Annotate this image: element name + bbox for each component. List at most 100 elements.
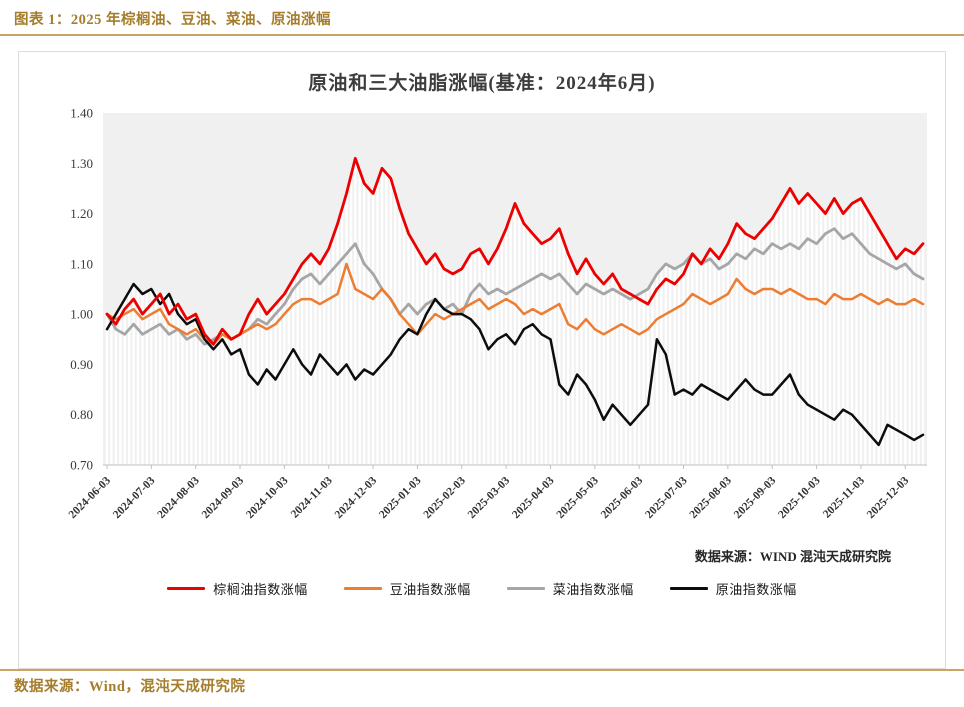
grid-stripe	[336, 223, 339, 465]
x-tick-label: 2024-12-03	[333, 474, 380, 521]
grid-stripe	[850, 203, 854, 465]
grid-stripe	[283, 294, 286, 465]
grid-stripe	[340, 208, 344, 465]
grid-stripe	[132, 284, 135, 465]
legend-swatch-icon	[167, 587, 206, 590]
grid-stripe	[123, 299, 126, 465]
grid-stripe	[917, 248, 920, 465]
grid-stripe	[181, 311, 184, 465]
legend-swatch-icon	[506, 587, 545, 590]
header-divider-line	[0, 34, 964, 36]
grid-stripe	[602, 284, 605, 465]
x-tick-label: 2025-01-03	[377, 474, 424, 521]
grid-stripe	[305, 258, 308, 465]
grid-stripe	[549, 238, 552, 465]
grid-stripe	[482, 256, 486, 465]
y-tick-label: 1.30	[70, 156, 93, 171]
legend-label: 棕榈油指数涨幅	[213, 582, 308, 597]
grid-stripe	[141, 294, 144, 465]
x-tick-label: 2025-09-03	[732, 474, 779, 521]
grid-stripe	[757, 233, 761, 465]
grid-stripe	[700, 263, 703, 465]
grid-stripe	[726, 243, 730, 465]
grid-stripe	[837, 206, 840, 465]
x-tick-label: 2025-12-03	[865, 474, 912, 521]
grid-stripe	[806, 193, 809, 465]
grid-stripe	[868, 213, 871, 465]
chart-legend: 棕榈油指数涨幅 豆油指数涨幅 菜油指数涨幅 原油指数涨幅	[25, 579, 939, 598]
footer-divider-line	[0, 669, 964, 671]
grid-stripe	[128, 291, 131, 465]
grid-stripe	[553, 233, 557, 465]
grid-stripe	[567, 253, 570, 465]
grid-stripe	[784, 196, 787, 465]
grid-stripe	[176, 304, 180, 465]
grid-stripe	[376, 180, 379, 465]
grid-stripe	[163, 294, 166, 465]
grid-stripe	[425, 263, 428, 465]
legend-swatch-icon	[343, 587, 382, 590]
grid-stripe	[411, 241, 415, 465]
grid-stripe	[713, 253, 716, 465]
grid-stripe	[318, 263, 322, 465]
grid-stripe	[371, 193, 375, 465]
grid-stripe	[855, 201, 858, 465]
grid-stripe	[611, 273, 614, 465]
grid-stripe	[824, 213, 827, 465]
grid-stripe	[154, 291, 157, 465]
grid-stripe	[873, 221, 876, 465]
grid-stripe	[589, 266, 592, 465]
grid-stripe	[669, 266, 672, 465]
grid-stripe	[518, 213, 521, 465]
legend-item-3: 原油指数涨幅	[669, 579, 797, 598]
grid-stripe	[762, 228, 765, 465]
grid-stripe	[504, 228, 508, 465]
grid-stripe	[238, 334, 242, 465]
grid-stripe	[389, 178, 392, 465]
grid-stripe	[695, 258, 698, 465]
x-tick-label: 2025-11-03	[821, 474, 867, 520]
grid-stripe	[256, 299, 259, 465]
grid-stripe	[167, 294, 171, 465]
grid-stripe	[571, 263, 574, 465]
grid-stripe	[638, 294, 641, 465]
grid-stripe	[230, 339, 233, 465]
grid-stripe	[221, 329, 224, 465]
grid-stripe	[198, 324, 202, 465]
grid-stripe	[473, 251, 477, 465]
grid-stripe	[402, 221, 406, 465]
grid-stripe	[385, 173, 388, 466]
x-tick-label: 2025-08-03	[688, 474, 735, 521]
grid-stripe	[691, 253, 694, 465]
grid-stripe	[296, 271, 299, 465]
x-tick-label: 2024-06-03	[67, 474, 114, 521]
grid-stripe	[332, 236, 335, 465]
grid-stripe	[575, 273, 579, 465]
x-tick-label: 2024-09-03	[200, 474, 247, 521]
grid-stripe	[243, 324, 246, 465]
grid-stripe	[580, 266, 583, 465]
grid-stripe	[740, 228, 743, 465]
grid-stripe	[704, 256, 707, 465]
grid-stripe	[465, 261, 468, 465]
y-tick-label: 1.10	[70, 256, 93, 271]
grid-stripe	[487, 263, 490, 465]
grid-stripe	[775, 211, 778, 465]
x-tick-label: 2025-04-03	[510, 474, 557, 521]
grid-stripe	[708, 248, 712, 465]
grid-stripe	[185, 319, 188, 465]
grid-stripe	[172, 299, 175, 465]
grid-stripe	[354, 158, 357, 466]
grid-stripe	[536, 238, 539, 465]
legend-item-2: 菜油指数涨幅	[506, 579, 634, 598]
grid-stripe	[145, 291, 149, 465]
series-line-0	[105, 156, 925, 346]
grid-stripe	[584, 258, 588, 465]
grid-stripe	[429, 258, 432, 465]
grid-stripe	[478, 248, 481, 465]
grid-stripe	[363, 183, 366, 465]
grid-stripe	[496, 248, 499, 465]
grid-stripe	[420, 256, 424, 465]
grid-stripe	[434, 253, 437, 465]
grid-stripe	[660, 268, 663, 465]
